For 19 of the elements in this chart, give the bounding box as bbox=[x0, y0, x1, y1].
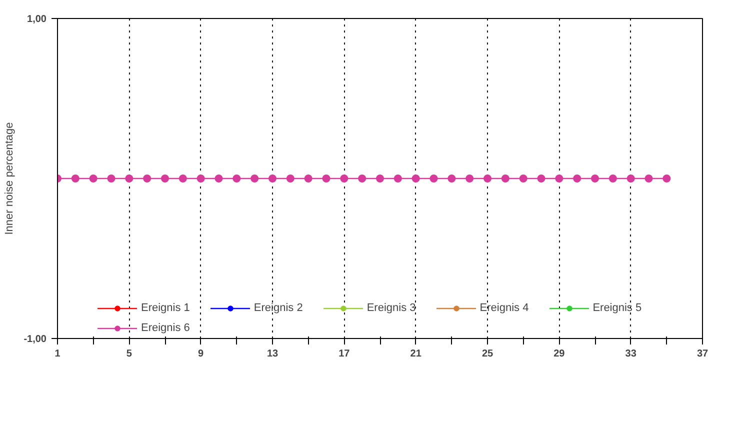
legend-label: Ereignis 4 bbox=[480, 302, 529, 314]
legend-label: Ereignis 5 bbox=[592, 302, 642, 314]
x-tick-label: 17 bbox=[338, 348, 350, 360]
x-tick-label: 13 bbox=[266, 348, 278, 360]
x-tick-label: 25 bbox=[482, 348, 494, 360]
y-tick-label: -1,00 bbox=[24, 334, 47, 345]
legend-label: Ereignis 2 bbox=[254, 302, 303, 314]
x-tick-label: 21 bbox=[410, 348, 422, 360]
x-tick-label: 5 bbox=[126, 348, 132, 360]
legend-label: Ereignis 1 bbox=[141, 302, 190, 314]
x-tick-label: 9 bbox=[198, 348, 204, 360]
legend-label: Ereignis 6 bbox=[141, 322, 190, 334]
y-axis-title: Inner noise percentage bbox=[4, 122, 16, 235]
y-tick-label: 1,00 bbox=[27, 14, 47, 25]
x-tick-label: 29 bbox=[554, 348, 566, 360]
x-tick-label: 1 bbox=[54, 348, 61, 360]
legend-label: Ereignis 3 bbox=[366, 302, 416, 314]
x-tick-label: 33 bbox=[625, 348, 637, 360]
x-tick-label: 37 bbox=[696, 348, 708, 360]
